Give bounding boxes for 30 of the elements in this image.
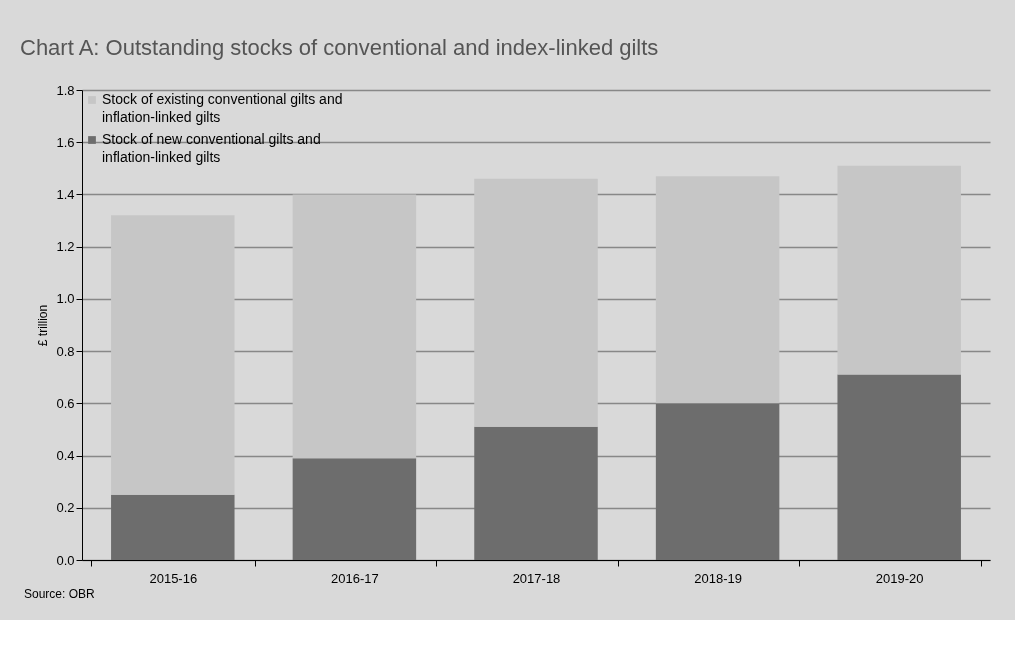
bar [474,426,598,560]
y-tick-label: 0.6 [56,395,75,411]
y-tick-label: 0.8 [56,343,75,359]
y-tick-label: 1.6 [56,134,75,150]
x-tick-label: 2019-20 [875,570,924,586]
x-tick-label: 2017-18 [512,570,561,586]
bar [655,403,780,560]
bar [655,176,780,404]
bar [474,178,598,427]
y-tick-label: 1.0 [56,291,75,307]
bar [837,165,961,375]
y-tick-label: 0.4 [56,448,75,464]
bar [292,194,417,459]
bar [111,494,235,560]
x-tick-label: 2018-19 [694,570,742,586]
bar [292,458,417,560]
legend-label: Stock of new conventional gilts and inflation-linked gilts [102,131,321,165]
y-tick-label: 0.0 [56,552,75,568]
x-tick-label: 2016-17 [331,570,379,586]
y-tick-label: 1.2 [56,239,75,255]
y-tick-label: 0.2 [56,500,75,516]
y-tick-label: 1.8 [56,82,75,98]
legend-label: Stock of existing conventional gilts and inflation-linked gilts [102,91,343,125]
bar [837,374,961,560]
y-axis-title: £ trillion [36,304,51,347]
source-note: Source: OBR [24,587,96,601]
y-tick-label: 1.4 [56,186,75,202]
bar [111,215,235,495]
chart-title: Chart A: Outstanding stocks of conventional and index-linked gilts [20,35,659,60]
x-tick-label: 2015-16 [149,570,198,586]
